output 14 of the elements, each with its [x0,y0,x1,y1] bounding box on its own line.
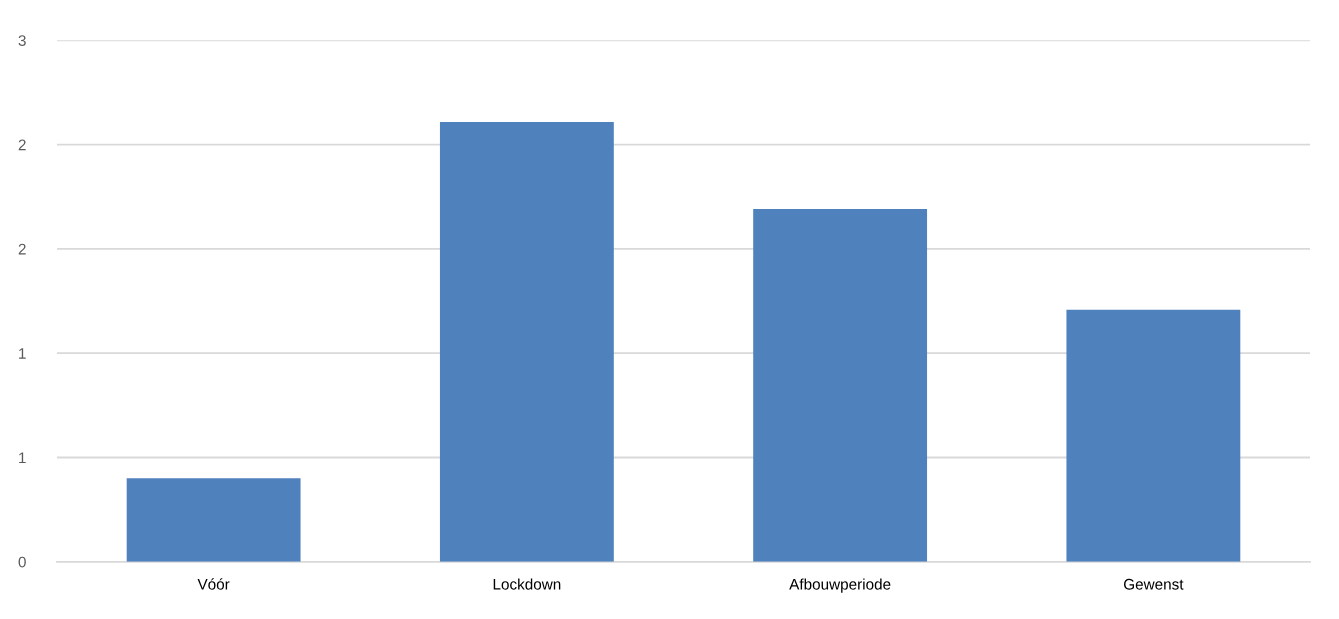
y-tick-label: 0 [18,556,26,568]
bar [753,208,928,562]
bar [439,122,614,562]
x-tick-label: Gewenst [1124,578,1184,590]
x-tick-label: Afbouwperiode [789,578,891,593]
x-tick-label: Vóór [197,578,230,590]
y-tick-label: 2 [18,139,26,151]
y-tick-label: 3 [18,35,26,46]
bar [126,478,301,562]
y-tick-label: 1 [19,452,26,464]
x-tick-label: Lockdown [493,578,561,590]
y-tick-label: 1 [19,348,26,359]
bar [1066,309,1241,562]
y-tick-label: 2 [18,243,26,255]
